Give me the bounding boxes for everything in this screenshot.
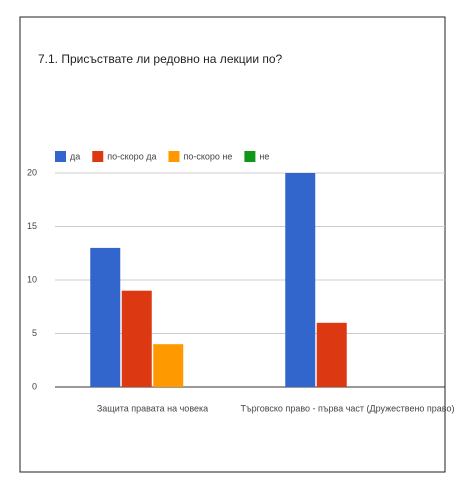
y-tick-label: 15 bbox=[27, 221, 37, 231]
x-tick-label: Търговско право - първа част (Дружествен… bbox=[241, 403, 455, 413]
y-tick-label: 20 bbox=[27, 167, 37, 177]
legend-label: по-скоро да bbox=[107, 151, 156, 161]
legend-swatch bbox=[92, 151, 104, 162]
y-tick-label: 0 bbox=[32, 381, 37, 391]
legend-label: не bbox=[259, 151, 269, 161]
chart-title: 7.1. Присъствате ли редовно на лекции по… bbox=[38, 52, 283, 66]
legend-label: да bbox=[70, 151, 80, 161]
legend-swatch bbox=[244, 151, 256, 162]
y-tick-label: 5 bbox=[32, 328, 37, 338]
x-tick-label: Защита правата на човека bbox=[97, 403, 208, 413]
y-tick-label: 10 bbox=[27, 274, 37, 284]
legend-swatch bbox=[168, 151, 180, 162]
chart-frame bbox=[19, 16, 446, 473]
bar bbox=[121, 290, 152, 387]
bar bbox=[153, 344, 184, 387]
bar bbox=[316, 322, 347, 387]
legend-swatch bbox=[55, 151, 66, 162]
legend-label: по-скоро не bbox=[183, 151, 232, 161]
bar bbox=[285, 173, 316, 387]
bar bbox=[90, 247, 121, 387]
